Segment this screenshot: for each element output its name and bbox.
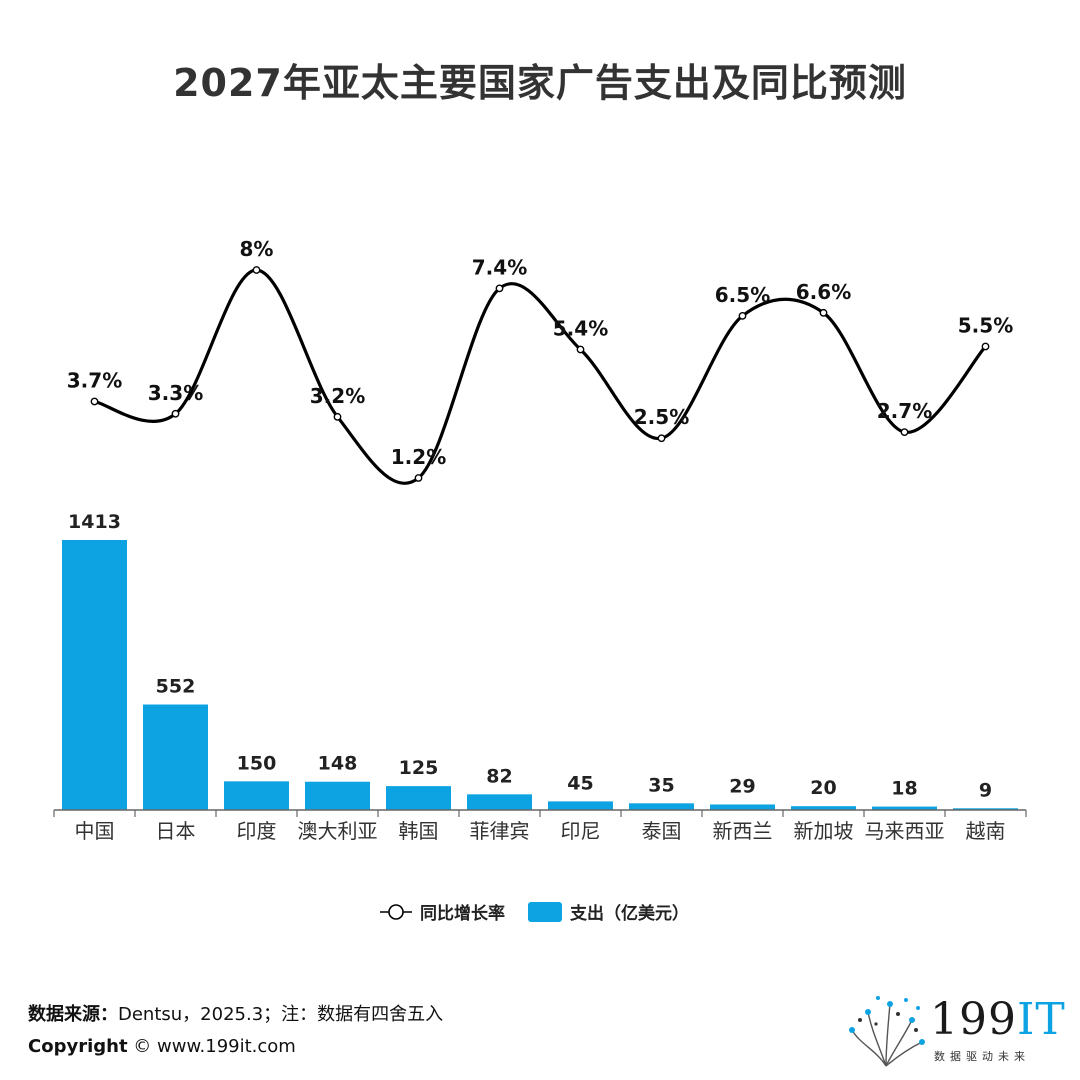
line-point-7	[657, 434, 666, 443]
line-point-9	[819, 308, 828, 317]
source-label: 数据来源：	[28, 1004, 118, 1025]
bar-value-label: 150	[237, 752, 277, 774]
line-value-label: 3.3%	[148, 381, 203, 405]
bar-value-label: 82	[486, 765, 512, 787]
x-tick-label: 印度	[237, 819, 277, 843]
x-tick-label: 越南	[966, 819, 1006, 843]
bar-value-label: 20	[810, 777, 836, 799]
copyright-note: Copyright © www.199it.com	[28, 1036, 296, 1057]
x-tick-label: 泰国	[642, 819, 682, 843]
bar-11	[953, 808, 1018, 810]
line-value-label: 6.5%	[715, 283, 770, 307]
bar-value-label: 45	[567, 772, 593, 794]
bar-value-label: 552	[156, 676, 196, 698]
line-point-8	[738, 311, 747, 320]
line-value-label: 3.2%	[310, 384, 365, 408]
line-point-11	[981, 342, 990, 351]
line-value-label: 2.7%	[877, 399, 932, 423]
x-axis: 中国 日本 印度 澳大利亚 韩国 菲律宾 印尼 泰国 新西兰 新加坡 马来西亚 越南	[53, 809, 1027, 843]
bar-value-label: 148	[318, 753, 358, 775]
x-tick-label: 日本	[156, 819, 196, 843]
line-point-0	[90, 397, 99, 406]
line-value-label: 2.5%	[634, 405, 689, 429]
bar-value-label: 29	[729, 775, 755, 797]
legend-bar-label: 支出（亿美元）	[570, 903, 689, 924]
logo-name-digits: 199	[930, 994, 1017, 1045]
line-point-2	[252, 266, 261, 274]
chart-title: 2027年亚太主要国家广告支出及同比预测	[173, 61, 907, 105]
x-tick-label: 中国	[75, 819, 115, 843]
line-value-label: 1.2%	[391, 445, 446, 469]
brand-logo: 199IT 数据驱动未来	[846, 990, 1065, 1070]
bar-9	[791, 806, 856, 810]
growth-line	[94, 268, 987, 485]
bars-layer: 1413 552 150 148 125 82 45 35 29 20 18 9	[62, 511, 1018, 810]
x-tick-label: 马来西亚	[865, 819, 945, 843]
logo-name: 199IT	[930, 994, 1066, 1045]
line-point-1	[171, 409, 180, 418]
line-layer: 3.7% 3.3% 8% 3.2% 1.2% 7.4% 5.4% 2.5% 6.5% 6.6% 2.…	[67, 237, 1013, 485]
bar-7	[629, 803, 694, 810]
bar-value-label: 9	[979, 779, 992, 801]
logo-mark-icon	[849, 996, 925, 1067]
bar-4	[386, 786, 451, 810]
legend-line-marker	[388, 904, 404, 920]
line-point-3	[333, 412, 342, 421]
line-point-5	[495, 284, 504, 293]
bar-1	[143, 704, 208, 810]
source-note: 数据来源：Dentsu，2025.3；注：数据有四舍五入	[28, 1000, 443, 1026]
x-tick-label: 新西兰	[713, 819, 773, 843]
copyright-text: © www.199it.com	[133, 1036, 296, 1057]
copyright-label: Copyright	[28, 1036, 128, 1057]
line-value-label: 5.4%	[553, 317, 608, 341]
line-value-label: 3.7%	[67, 369, 122, 393]
combo-chart: 1413 552 150 148 125 82 45 35 29 20 18 9 中国 日本 印度 澳大利亚…	[53, 237, 1027, 924]
x-tick-label: 菲律宾	[470, 819, 530, 843]
line-point-4	[414, 474, 423, 482]
bar-6	[548, 801, 613, 810]
line-value-label: 7.4%	[472, 255, 527, 279]
x-tick-label: 新加坡	[794, 819, 854, 843]
line-value-label: 6.6%	[796, 280, 851, 304]
bar-3	[305, 781, 370, 810]
legend-bar-swatch	[528, 902, 562, 922]
logo-name-letters: IT	[1016, 994, 1066, 1045]
x-tick-label: 印尼	[561, 819, 601, 843]
bar-value-label: 1413	[68, 511, 121, 533]
logo-tagline: 数据驱动未来	[934, 1050, 1030, 1063]
bar-2	[224, 781, 289, 810]
legend-line-label: 同比增长率	[420, 903, 505, 924]
x-tick-label: 澳大利亚	[298, 819, 378, 843]
line-value-label: 5.5%	[958, 313, 1013, 337]
bar-value-label: 125	[399, 757, 439, 779]
bar-10	[872, 806, 937, 810]
bar-value-label: 18	[891, 778, 917, 800]
bar-5	[467, 794, 532, 810]
line-point-10	[900, 428, 909, 437]
source-text: Dentsu，2025.3；注：数据有四舍五入	[118, 1004, 444, 1025]
bar-value-label: 35	[648, 774, 674, 796]
line-value-label: 8%	[240, 237, 274, 261]
x-tick-label: 韩国	[399, 819, 439, 843]
bar-0	[62, 540, 127, 810]
bar-8	[710, 804, 775, 810]
legend: 同比增长率 支出（亿美元）	[380, 902, 689, 924]
line-point-6	[576, 345, 585, 354]
